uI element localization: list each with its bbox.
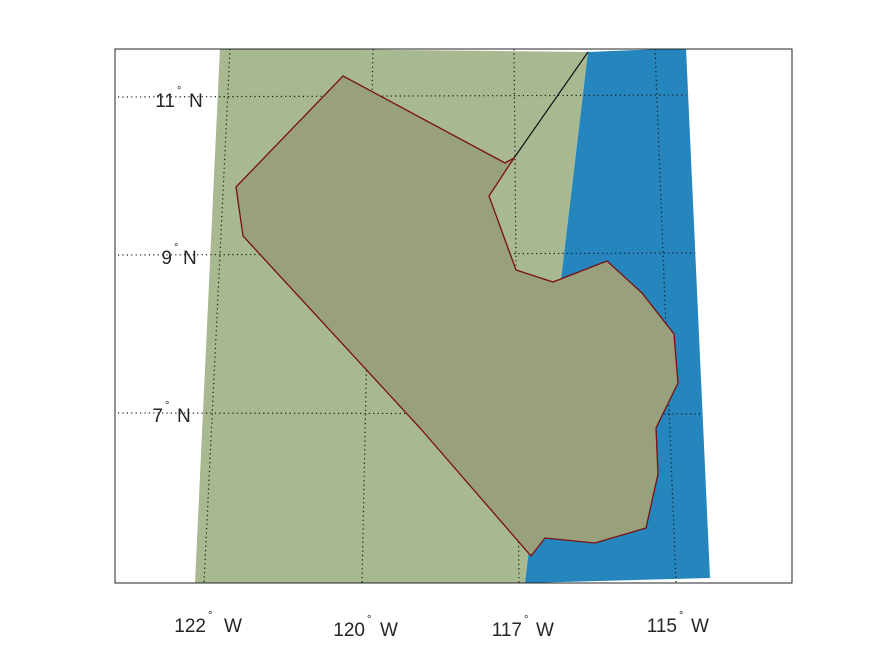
- lat-hemisphere-9: N: [183, 248, 197, 269]
- lon-label-115: 115: [647, 616, 677, 637]
- lon-hemisphere-117: W: [536, 620, 554, 641]
- lat-degree-9: °: [174, 242, 178, 254]
- lon-label-117: 117: [492, 620, 522, 641]
- graticule-lon-122: [203, 49, 231, 583]
- highlighted-region: [235, 75, 679, 558]
- lon-label-122: 122: [174, 616, 206, 637]
- axes-frame: [114, 48, 793, 584]
- lat-hemisphere-11: N: [189, 91, 203, 112]
- lat-label-9: 9: [161, 248, 172, 269]
- lon-hemisphere-120: W: [380, 620, 398, 641]
- lat-label-11: 11: [155, 91, 175, 112]
- lat-degree-11: °: [177, 85, 181, 97]
- lon-hemisphere-115: W: [691, 616, 709, 637]
- lat-degree-7: °: [165, 400, 169, 412]
- lon-label-120: 120: [333, 620, 365, 641]
- lon-degree-115: °: [679, 610, 683, 622]
- lon-degree-120: °: [367, 614, 371, 626]
- coastline: [513, 51, 589, 159]
- latitude-labels: 11 ° N 9 ° N 7 ° N: [152, 85, 202, 427]
- lat-label-7: 7: [152, 406, 163, 427]
- lon-hemisphere-122: W: [224, 616, 242, 637]
- graticule-lon-115: [654, 49, 677, 583]
- graticule-lat-7: [117, 412, 703, 415]
- longitude-labels: 122 ° W 120 ° W 117 ° W 115 ° W: [174, 610, 709, 641]
- lon-degree-122: °: [208, 610, 212, 622]
- lat-hemisphere-7: N: [177, 406, 191, 427]
- lon-degree-117: °: [524, 614, 528, 626]
